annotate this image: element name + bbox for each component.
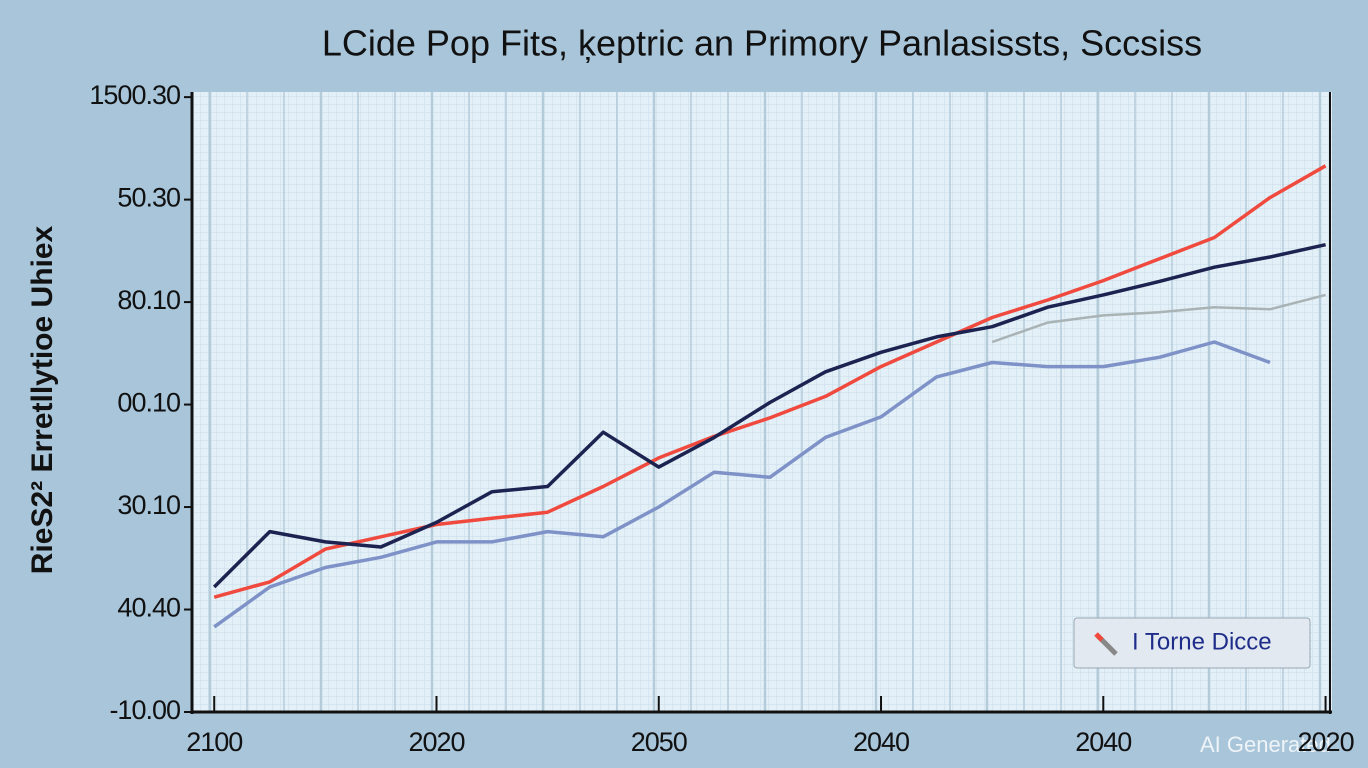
y-tick-label: -10.00 [109,695,180,725]
y-tick-label: 00.10 [117,388,180,418]
vertical-lines [208,92,1322,712]
series-line [212,242,1326,589]
y-tick-label: 80.10 [117,285,180,315]
x-tick-label: 2100 [186,727,242,757]
x-tick-label: 2020 [1298,727,1354,757]
plot-grid [192,92,1332,712]
y-tick-label: 50.30 [117,183,180,213]
x-tick-label: 2050 [631,727,687,757]
series-line [213,340,1271,629]
legend-label: I Torne Dicce [1132,628,1272,655]
x-tick-label: 2040 [1075,727,1131,757]
watermark: AI Generated [1200,732,1331,757]
x-tick-label: 2040 [853,727,909,757]
legend: I Torne Dicce [1073,617,1311,669]
legend-box [1073,617,1311,669]
x-tick-label: 2020 [408,727,464,757]
chart-title: LCide Pop Fits, ķeptric an Primory Panla… [322,23,1202,64]
y-axis-label: RieS2² Erretllytioe Uhiex [26,225,59,574]
y-tick-label: 40.40 [117,593,180,623]
legend-icon-tip [1094,632,1104,642]
series-line [213,164,1327,599]
y-tick-label: 30.10 [117,490,180,520]
y-tick-label: 1500.30 [89,80,180,110]
series-line [991,293,1326,344]
